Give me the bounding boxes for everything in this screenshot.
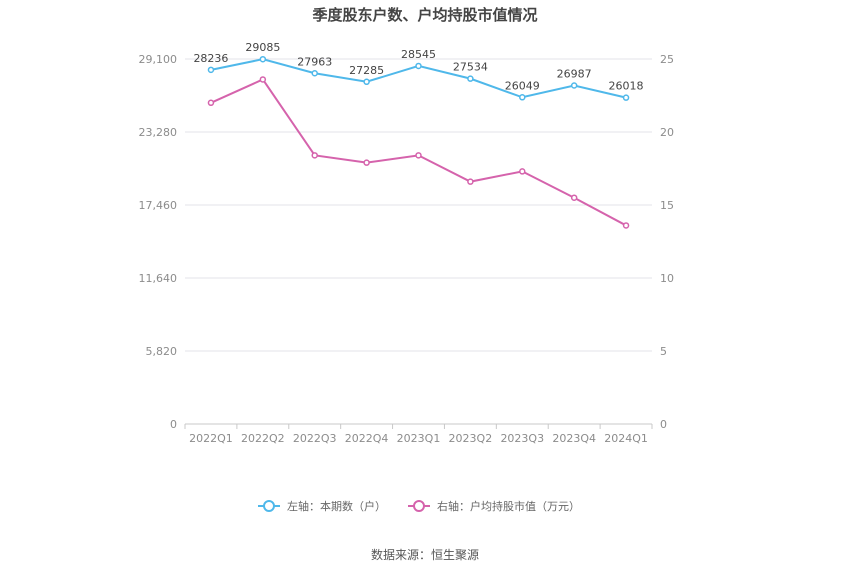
data-label: 28236 (193, 52, 228, 65)
data-point (415, 62, 422, 70)
legend[interactable]: 左轴：本期数（户） 右轴：户均持股市值（万元） (258, 499, 580, 513)
data-label: 26018 (609, 80, 644, 93)
grid-layer (185, 58, 652, 352)
chart-title: 季度股东户数、户均持股市值情况 (312, 6, 538, 24)
left-tick-label: 23,280 (139, 126, 178, 139)
data-label: 28545 (401, 48, 436, 61)
x-tick-label: 2022Q2 (241, 432, 285, 445)
right-tick-label: 20 (660, 126, 674, 139)
left-tick-label: 17,460 (139, 199, 178, 212)
right-tick-label: 25 (660, 53, 674, 66)
data-point (259, 55, 267, 63)
data-label: 27534 (453, 61, 488, 74)
data-point (311, 70, 318, 77)
legend-marker-icon (263, 500, 275, 512)
x-tick-label: 2023Q4 (552, 432, 596, 445)
data-point (467, 178, 474, 185)
data-point (207, 66, 215, 74)
data-point (622, 94, 630, 101)
data-point (570, 82, 578, 89)
data-label: 26049 (505, 79, 540, 92)
axis-layer: 0 5,820 11,640 17,460 23,280 29,100 0 5 10 15 20 25… (139, 53, 675, 445)
data-point (570, 194, 578, 201)
right-tick-label: 10 (660, 272, 674, 285)
data-label: 29085 (245, 41, 280, 54)
x-tick-label: 2023Q1 (397, 432, 441, 445)
legend-item-households[interactable]: 左轴：本期数（户） (258, 499, 386, 513)
legend-marker-icon (413, 500, 425, 512)
data-label: 26987 (557, 68, 592, 81)
data-point (363, 78, 370, 86)
left-tick-label: 11,640 (139, 272, 178, 285)
data-label-layer: 28236 29085 27963 27285 28545 27534 26049 26987… (193, 41, 643, 92)
data-point (311, 152, 318, 159)
legend-item-avg-value[interactable]: 右轴：户均持股市值（万元） (408, 499, 580, 513)
left-tick-label: 29,100 (139, 53, 178, 66)
x-tick-label: 2022Q4 (345, 432, 389, 445)
data-point (467, 75, 474, 82)
data-label: 27285 (349, 64, 384, 77)
legend-label: 左轴：本期数（户） (287, 499, 386, 513)
data-point (363, 159, 370, 166)
data-point (415, 152, 422, 159)
data-point (519, 94, 526, 101)
right-tick-label: 15 (660, 199, 674, 212)
left-tick-label: 5,820 (146, 345, 178, 358)
data-point (622, 222, 630, 229)
legend-label: 右轴：户均持股市值（万元） (437, 499, 580, 513)
x-tick-label: 2023Q2 (449, 432, 493, 445)
series-layer (207, 55, 630, 229)
data-label: 27963 (297, 55, 332, 68)
right-tick-label: 5 (660, 345, 667, 358)
left-tick-label: 0 (170, 418, 177, 431)
data-point (207, 99, 215, 107)
x-tick-label: 2023Q3 (500, 432, 544, 445)
x-tick-label: 2022Q3 (293, 432, 337, 445)
right-tick-label: 0 (660, 418, 667, 431)
x-tick-label: 2022Q1 (189, 432, 233, 445)
x-tick-label: 2024Q1 (604, 432, 648, 445)
source-note: 数据来源：恒生聚源 (370, 548, 479, 562)
data-point (519, 168, 526, 175)
data-point (259, 76, 267, 83)
